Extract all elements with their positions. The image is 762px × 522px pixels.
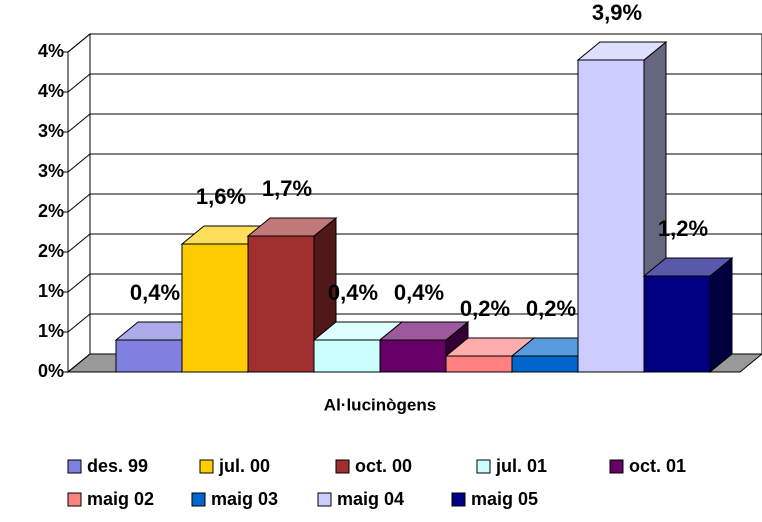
bar xyxy=(445,355,513,373)
y-tick-label: 4% xyxy=(38,41,64,61)
legend-label: maig 05 xyxy=(471,489,538,509)
legend-label: jul. 00 xyxy=(218,456,270,476)
y-tick-label: 3% xyxy=(38,121,64,141)
grid-line xyxy=(67,153,762,173)
y-tick-label: 1% xyxy=(38,281,64,301)
legend-label: maig 02 xyxy=(87,489,154,509)
data-label: 1,2% xyxy=(658,216,708,241)
x-axis-category: Al·lucinògens xyxy=(324,395,436,414)
grid-line xyxy=(67,113,762,133)
grid-line xyxy=(67,233,762,253)
bar xyxy=(643,275,711,373)
grid-line xyxy=(67,273,762,293)
legend-swatch xyxy=(317,492,332,507)
data-label: 0,2% xyxy=(460,296,510,321)
legend-label: maig 03 xyxy=(211,489,278,509)
y-tick-label: 3% xyxy=(38,161,64,181)
data-label: 3,9% xyxy=(592,0,642,25)
y-tick-label: 4% xyxy=(38,81,64,101)
legend-label: oct. 00 xyxy=(355,456,412,476)
data-label: 0,4% xyxy=(394,280,444,305)
legend-swatch xyxy=(451,492,466,507)
bar xyxy=(247,235,315,373)
legend-swatch xyxy=(191,492,206,507)
grid-line xyxy=(67,193,762,213)
y-tick-label: 1% xyxy=(38,321,64,341)
legend-label: oct. 01 xyxy=(629,456,686,476)
grid-line xyxy=(67,33,762,53)
data-label: 0,2% xyxy=(526,296,576,321)
data-label: 0,4% xyxy=(130,280,180,305)
y-tick-label: 2% xyxy=(38,201,64,221)
bar xyxy=(577,59,645,373)
legend-label: des. 99 xyxy=(87,456,148,476)
legend-swatch xyxy=(609,459,624,474)
bar xyxy=(181,243,249,373)
grid-line xyxy=(67,73,762,93)
legend-swatch xyxy=(67,492,82,507)
data-label: 1,6% xyxy=(196,184,246,209)
bar xyxy=(379,339,447,373)
bar-side xyxy=(709,256,733,374)
legend-swatch xyxy=(67,459,82,474)
bar xyxy=(115,339,183,373)
legend-swatch xyxy=(335,459,350,474)
bar xyxy=(511,355,579,373)
data-label: 1,7% xyxy=(262,176,312,201)
legend-swatch xyxy=(476,459,491,474)
legend-label: jul. 01 xyxy=(495,456,547,476)
legend-label: maig 04 xyxy=(337,489,404,509)
legend-swatch xyxy=(199,459,214,474)
y-tick-label: 0% xyxy=(38,361,64,381)
data-label: 0,4% xyxy=(328,280,378,305)
grid-line xyxy=(67,313,762,333)
bar xyxy=(313,339,381,373)
y-tick-label: 2% xyxy=(38,241,64,261)
